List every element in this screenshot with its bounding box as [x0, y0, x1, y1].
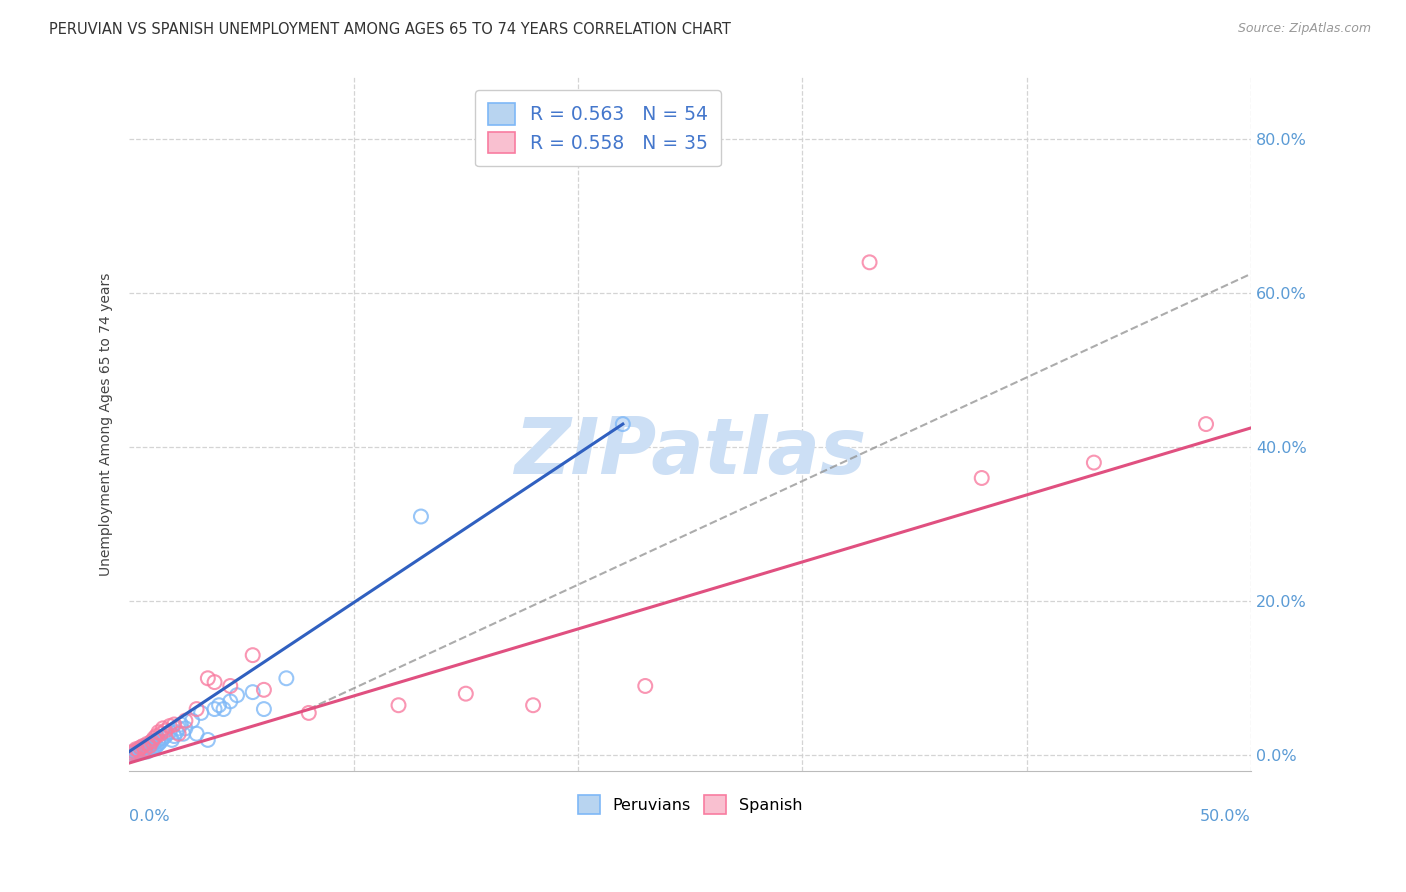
Y-axis label: Unemployment Among Ages 65 to 74 years: Unemployment Among Ages 65 to 74 years — [100, 272, 114, 575]
Point — [127, 743, 149, 757]
Point — [253, 702, 276, 716]
Point — [145, 739, 167, 753]
Point — [148, 732, 170, 747]
Point — [522, 698, 544, 713]
Point — [149, 734, 172, 748]
Point — [163, 717, 186, 731]
Point — [858, 255, 880, 269]
Point — [298, 706, 321, 720]
Point — [125, 744, 148, 758]
Point — [134, 740, 156, 755]
Point — [242, 648, 264, 662]
Text: Source: ZipAtlas.com: Source: ZipAtlas.com — [1237, 22, 1371, 36]
Point — [165, 725, 187, 739]
Point — [136, 737, 159, 751]
Point — [129, 742, 152, 756]
Point — [141, 734, 163, 748]
Point — [132, 745, 155, 759]
Point — [204, 675, 226, 690]
Point — [1195, 417, 1218, 431]
Point — [125, 742, 148, 756]
Point — [138, 743, 160, 757]
Point — [136, 739, 159, 753]
Point — [1083, 456, 1105, 470]
Point — [129, 744, 152, 758]
Point — [141, 742, 163, 756]
Point — [129, 740, 152, 755]
Point — [186, 702, 208, 716]
Point — [204, 702, 226, 716]
Point — [143, 736, 166, 750]
Point — [212, 702, 235, 716]
Point — [155, 723, 177, 738]
Point — [970, 471, 993, 485]
Point — [143, 740, 166, 755]
Point — [159, 725, 181, 739]
Point — [132, 742, 155, 756]
Point — [174, 722, 197, 736]
Point — [156, 727, 179, 741]
Point — [134, 742, 156, 756]
Point — [634, 679, 657, 693]
Point — [145, 729, 167, 743]
Point — [132, 739, 155, 753]
Text: 50.0%: 50.0% — [1201, 809, 1251, 824]
Point — [219, 679, 242, 693]
Point — [125, 745, 148, 759]
Point — [172, 727, 194, 741]
Point — [138, 739, 160, 753]
Point — [167, 727, 190, 741]
Point — [163, 729, 186, 743]
Point — [186, 727, 208, 741]
Text: PERUVIAN VS SPANISH UNEMPLOYMENT AMONG AGES 65 TO 74 YEARS CORRELATION CHART: PERUVIAN VS SPANISH UNEMPLOYMENT AMONG A… — [49, 22, 731, 37]
Point — [159, 719, 181, 733]
Point — [152, 731, 174, 746]
Point — [219, 694, 242, 708]
Point — [208, 698, 231, 713]
Legend: Peruvians, Spanish: Peruvians, Spanish — [569, 788, 810, 822]
Point — [129, 740, 152, 755]
Point — [197, 671, 219, 685]
Point — [253, 682, 276, 697]
Point — [141, 738, 163, 752]
Point — [121, 747, 143, 761]
Point — [160, 732, 183, 747]
Point — [152, 722, 174, 736]
Point — [174, 714, 197, 728]
Point — [276, 671, 298, 685]
Point — [134, 744, 156, 758]
Point — [226, 688, 249, 702]
Point — [143, 731, 166, 746]
Text: ZIPatlas: ZIPatlas — [515, 414, 866, 490]
Point — [122, 744, 145, 758]
Point — [148, 725, 170, 739]
Point — [148, 737, 170, 751]
Point — [127, 744, 149, 758]
Point — [134, 739, 156, 753]
Point — [136, 744, 159, 758]
Point — [454, 687, 477, 701]
Text: 0.0%: 0.0% — [129, 809, 170, 824]
Point — [167, 722, 190, 736]
Point — [170, 717, 193, 731]
Point — [612, 417, 634, 431]
Point — [190, 706, 212, 720]
Point — [121, 746, 143, 760]
Point — [122, 744, 145, 758]
Point — [141, 734, 163, 748]
Point — [181, 714, 204, 728]
Point — [149, 727, 172, 741]
Point — [197, 732, 219, 747]
Point — [155, 729, 177, 743]
Point — [136, 741, 159, 756]
Point — [409, 509, 432, 524]
Point — [242, 685, 264, 699]
Point — [387, 698, 409, 713]
Point — [122, 746, 145, 760]
Point — [138, 739, 160, 753]
Point — [127, 746, 149, 760]
